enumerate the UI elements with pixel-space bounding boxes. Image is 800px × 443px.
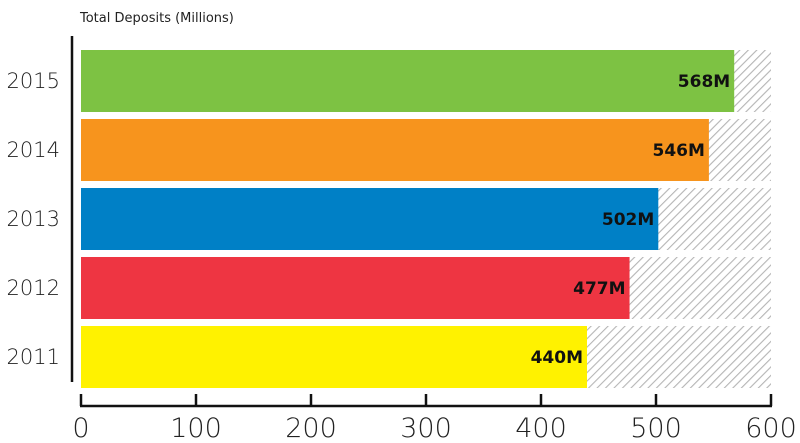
value-label-2013: 502M xyxy=(602,210,654,230)
value-label-2012: 477M xyxy=(573,279,625,299)
value-labels: 568M 546M 502M 477M 440M xyxy=(531,72,731,368)
chart-title: Total Deposits (Millions) xyxy=(79,11,234,26)
bars-group xyxy=(81,50,735,388)
x-axis-ticks: 0 100 200 300 400 500 600 xyxy=(72,394,797,443)
x-tick-label-400: 400 xyxy=(515,413,567,443)
x-tick-label-300: 300 xyxy=(400,413,452,443)
x-tick-label-200: 200 xyxy=(285,413,337,443)
y-tick-label-2015: 2015 xyxy=(7,69,60,93)
x-tick-label-500: 500 xyxy=(630,413,682,443)
y-axis-labels: 2015 2014 2013 2012 2011 xyxy=(7,69,60,369)
bar-2012 xyxy=(81,257,630,319)
x-tick-label-0: 0 xyxy=(72,413,89,443)
x-tick-label-100: 100 xyxy=(170,413,222,443)
value-label-2014: 546M xyxy=(652,141,704,161)
value-label-2015: 568M xyxy=(678,72,730,92)
bar-2013 xyxy=(81,188,659,250)
bar-2011 xyxy=(81,326,587,388)
x-tick-label-600: 600 xyxy=(745,413,797,443)
value-label-2011: 440M xyxy=(531,348,583,368)
bar-2015 xyxy=(81,50,735,112)
y-tick-label-2013: 2013 xyxy=(7,207,60,231)
y-tick-label-2014: 2014 xyxy=(7,138,60,162)
y-tick-label-2011: 2011 xyxy=(7,345,60,369)
bar-2014 xyxy=(81,119,709,181)
y-tick-label-2012: 2012 xyxy=(7,276,60,300)
